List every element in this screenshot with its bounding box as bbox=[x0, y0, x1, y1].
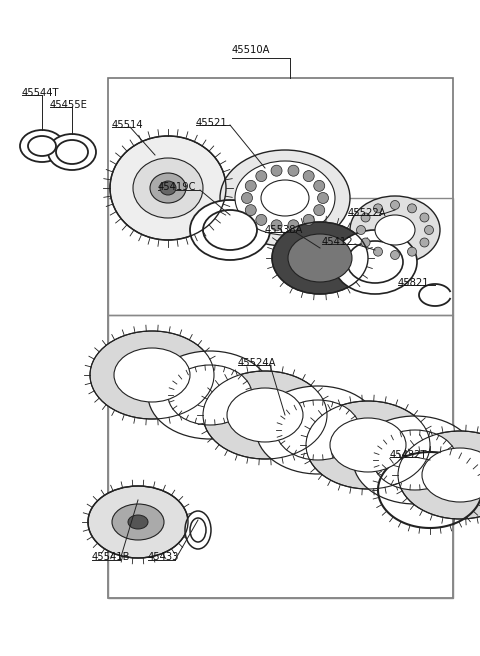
Ellipse shape bbox=[133, 158, 203, 218]
Circle shape bbox=[245, 180, 256, 192]
Circle shape bbox=[408, 204, 417, 213]
Ellipse shape bbox=[333, 230, 417, 294]
Circle shape bbox=[314, 205, 325, 216]
Circle shape bbox=[361, 238, 370, 247]
Text: 45510A: 45510A bbox=[232, 45, 271, 55]
Ellipse shape bbox=[185, 511, 211, 549]
Ellipse shape bbox=[353, 416, 477, 504]
Circle shape bbox=[256, 215, 267, 226]
Ellipse shape bbox=[220, 150, 350, 246]
Ellipse shape bbox=[48, 134, 96, 170]
Ellipse shape bbox=[56, 140, 88, 164]
Ellipse shape bbox=[168, 365, 252, 425]
Circle shape bbox=[303, 171, 314, 182]
Circle shape bbox=[241, 192, 252, 203]
Ellipse shape bbox=[150, 173, 186, 203]
Circle shape bbox=[424, 226, 433, 234]
Text: 45524A: 45524A bbox=[238, 358, 276, 368]
Circle shape bbox=[303, 215, 314, 226]
Circle shape bbox=[391, 251, 399, 260]
Circle shape bbox=[420, 238, 429, 247]
Ellipse shape bbox=[276, 400, 360, 460]
Circle shape bbox=[373, 247, 383, 256]
Text: 45433: 45433 bbox=[148, 552, 180, 562]
Ellipse shape bbox=[375, 215, 415, 245]
Circle shape bbox=[373, 204, 383, 213]
Ellipse shape bbox=[373, 430, 457, 490]
Circle shape bbox=[420, 213, 429, 222]
Circle shape bbox=[271, 220, 282, 231]
Circle shape bbox=[271, 165, 282, 176]
Ellipse shape bbox=[306, 401, 430, 489]
Text: 45432T: 45432T bbox=[390, 450, 428, 460]
Ellipse shape bbox=[422, 448, 480, 502]
Text: 45419C: 45419C bbox=[158, 182, 196, 192]
Ellipse shape bbox=[160, 181, 176, 195]
Ellipse shape bbox=[330, 418, 406, 472]
Ellipse shape bbox=[235, 161, 335, 235]
Ellipse shape bbox=[203, 210, 257, 250]
Text: 45538A: 45538A bbox=[265, 225, 303, 235]
Ellipse shape bbox=[190, 200, 270, 260]
Circle shape bbox=[361, 213, 370, 222]
Ellipse shape bbox=[148, 351, 272, 439]
Text: 45412: 45412 bbox=[322, 237, 354, 247]
Ellipse shape bbox=[88, 486, 188, 558]
Ellipse shape bbox=[128, 515, 148, 529]
Circle shape bbox=[357, 226, 365, 234]
Circle shape bbox=[314, 180, 325, 192]
Circle shape bbox=[391, 201, 399, 209]
Circle shape bbox=[245, 205, 256, 216]
Circle shape bbox=[288, 220, 299, 231]
Ellipse shape bbox=[28, 136, 56, 156]
Ellipse shape bbox=[347, 241, 403, 283]
Ellipse shape bbox=[114, 348, 190, 402]
Text: 45521: 45521 bbox=[196, 118, 228, 128]
Text: 45544T: 45544T bbox=[22, 88, 60, 98]
Ellipse shape bbox=[261, 180, 309, 216]
Text: 45541B: 45541B bbox=[92, 552, 131, 562]
Ellipse shape bbox=[227, 388, 303, 442]
Ellipse shape bbox=[112, 504, 164, 540]
Ellipse shape bbox=[190, 518, 206, 542]
Text: 45522A: 45522A bbox=[348, 208, 386, 218]
Ellipse shape bbox=[20, 130, 64, 162]
Circle shape bbox=[288, 165, 299, 176]
Circle shape bbox=[408, 247, 417, 256]
Ellipse shape bbox=[350, 196, 440, 264]
Ellipse shape bbox=[90, 331, 214, 419]
Ellipse shape bbox=[256, 386, 380, 474]
Ellipse shape bbox=[203, 371, 327, 459]
Text: 45455E: 45455E bbox=[50, 100, 88, 110]
Text: 45821: 45821 bbox=[398, 278, 430, 288]
Text: 45514: 45514 bbox=[112, 120, 144, 130]
Ellipse shape bbox=[398, 431, 480, 519]
Circle shape bbox=[256, 171, 267, 182]
Ellipse shape bbox=[272, 222, 368, 294]
Ellipse shape bbox=[110, 136, 226, 240]
Circle shape bbox=[317, 192, 328, 203]
Ellipse shape bbox=[288, 234, 352, 282]
